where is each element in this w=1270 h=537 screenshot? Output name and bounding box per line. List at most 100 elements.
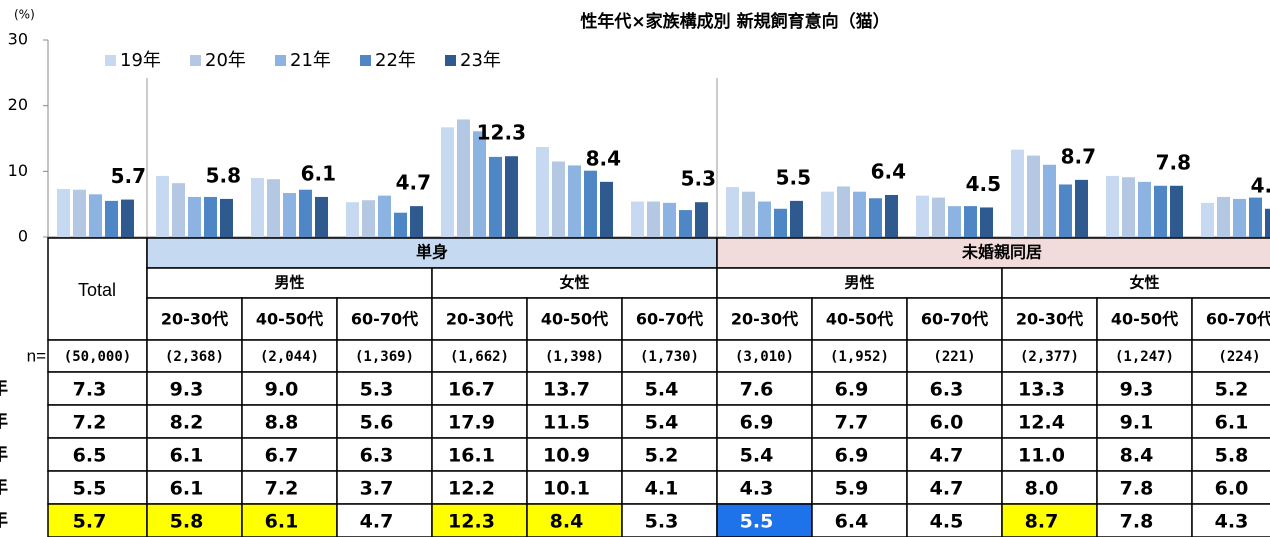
table-cell <box>906 339 1003 373</box>
column-header: 60-70代 <box>636 310 703 329</box>
n-value: (3,010) <box>735 349 794 365</box>
table-value: 4.3 <box>740 478 774 500</box>
table-cell <box>716 371 813 406</box>
table-cell <box>1191 339 1270 373</box>
table-cell <box>1001 339 1098 373</box>
n-value: (1,398) <box>545 349 604 365</box>
table-value: 6.3 <box>360 445 394 467</box>
data-label: 6.4 <box>871 159 906 183</box>
bar <box>1027 155 1040 237</box>
column-header: 60-70代 <box>351 310 418 329</box>
table-value: 5.2 <box>645 445 679 467</box>
table-cell <box>241 404 338 439</box>
table-cell <box>1096 297 1193 341</box>
table-cell <box>146 404 243 439</box>
bar <box>299 189 312 237</box>
table-value: 6.0 <box>930 412 964 434</box>
legend-label: 21年 <box>290 50 331 71</box>
bar <box>853 191 866 237</box>
table-value: 6.1 <box>170 445 204 467</box>
table-cell <box>1096 437 1193 472</box>
table-value: 5.8 <box>1215 445 1249 467</box>
data-label: 4.7 <box>396 171 431 195</box>
bar <box>980 207 993 237</box>
bar <box>1059 184 1072 237</box>
bar <box>1043 164 1056 237</box>
n-label: n= <box>27 346 46 365</box>
table-value: 6.9 <box>835 445 869 467</box>
bar <box>1138 181 1151 237</box>
bar <box>647 201 660 237</box>
data-label: 8.4 <box>586 146 621 170</box>
data-label: 8.7 <box>1061 144 1096 168</box>
y-tick-label: 30 <box>8 30 28 49</box>
table-cell <box>47 503 148 537</box>
table-value: 8.4 <box>550 511 584 533</box>
bar <box>1106 175 1119 237</box>
subgroup-header: 男性 <box>844 274 874 292</box>
table-cell <box>1191 297 1270 341</box>
table-cell <box>1096 503 1193 537</box>
bar <box>932 197 945 237</box>
table-cell <box>146 237 718 269</box>
table-value: 4.3 <box>1215 511 1249 533</box>
n-value: (2,377) <box>1020 349 1079 365</box>
bar <box>105 200 118 237</box>
table-value: 5.4 <box>645 412 679 434</box>
bar <box>1217 196 1230 237</box>
table-cell <box>906 437 1003 472</box>
table-cell <box>716 470 813 505</box>
bar <box>251 177 264 237</box>
bar <box>916 195 929 237</box>
legend-label: 20年 <box>205 50 246 71</box>
data-label: 5.3 <box>681 167 716 191</box>
table-value: 6.9 <box>835 379 869 401</box>
table-value: 6.1 <box>1215 412 1249 434</box>
bar <box>156 175 169 237</box>
bar <box>1233 198 1246 237</box>
bar <box>552 161 565 237</box>
table-cell <box>336 297 433 341</box>
table-value: 9.1 <box>1120 412 1154 434</box>
table-value: 13.7 <box>543 379 590 401</box>
table-value: 17.9 <box>448 412 495 434</box>
data-label: 5.7 <box>111 164 146 188</box>
table-cell <box>621 503 718 537</box>
table-value: 6.7 <box>265 445 299 467</box>
table-value: 16.1 <box>448 445 495 467</box>
bar <box>869 198 882 237</box>
n-value: (2,044) <box>260 349 319 365</box>
bar <box>600 181 613 237</box>
column-header: 40-50代 <box>256 310 323 329</box>
table-cell <box>526 339 623 373</box>
n-value: (1,369) <box>355 349 414 365</box>
table-value: 5.2 <box>1215 379 1249 401</box>
data-label: 5.8 <box>206 163 241 187</box>
table-cell <box>146 503 243 537</box>
table-value: 7.3 <box>73 379 107 401</box>
row-label: 19年 <box>0 377 8 399</box>
table-cell <box>526 404 623 439</box>
table-value: 8.7 <box>1025 511 1059 533</box>
table-value: 9.0 <box>265 379 299 401</box>
bar <box>1201 202 1214 237</box>
table-value: 4.7 <box>360 511 394 533</box>
legend-swatch <box>360 55 371 66</box>
table-cell <box>716 339 813 373</box>
bar <box>726 187 739 237</box>
legend-label: 22年 <box>375 50 416 71</box>
table-value: 7.7 <box>835 412 869 434</box>
table-value: 5.8 <box>170 511 204 533</box>
table-cell <box>1191 470 1270 505</box>
subgroup-header: 女性 <box>559 274 589 292</box>
legend-swatch <box>275 55 286 66</box>
bar <box>774 208 787 237</box>
row-label: 21年 <box>0 443 8 465</box>
table-value: 4.1 <box>645 478 679 500</box>
bar <box>584 170 597 237</box>
table-value: 7.8 <box>1120 478 1154 500</box>
row-label: 20年 <box>0 410 8 432</box>
column-header: 60-70代 <box>1206 310 1270 329</box>
table-cell <box>906 371 1003 406</box>
